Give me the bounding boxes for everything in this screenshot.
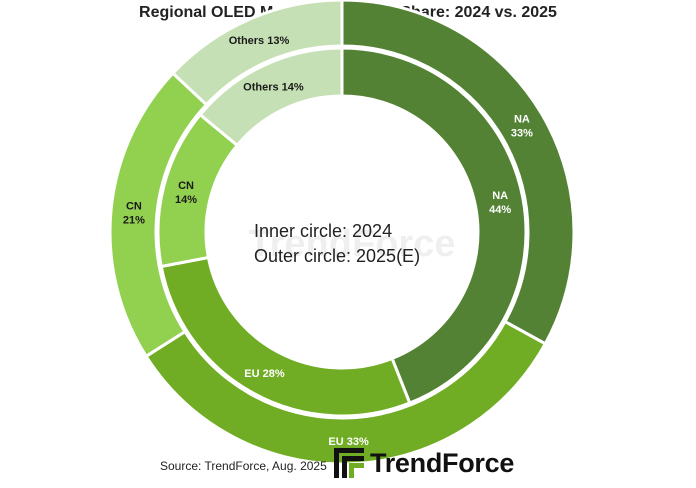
- center-label-outer: Outer circle: 2025(E): [254, 246, 420, 266]
- logo-text: TrendForce: [370, 447, 515, 478]
- inner-ring-label-others: Others 14%: [243, 81, 304, 93]
- inner-ring-slice-na: [340, 46, 528, 406]
- inner-ring-label-eu: EU 28%: [244, 368, 285, 380]
- outer-ring-label-others: Others 13%: [229, 35, 290, 47]
- inner-ring-label-na: NA 44%: [489, 190, 511, 216]
- watermark: TrendForce: [249, 223, 456, 265]
- inner-ring-slice-others: [198, 46, 344, 148]
- source-note: Source: TrendForce, Aug. 2025: [160, 459, 327, 473]
- center-label-inner: Inner circle: 2024: [254, 221, 392, 241]
- trendforce-logo-icon: [334, 448, 364, 478]
- outer-ring-label-eu: EU 33%: [328, 436, 369, 448]
- outer-ring-slice-others: [170, 0, 344, 107]
- trendforce-logo: TrendForce: [334, 446, 514, 480]
- inner-ring-label-cn: CN 14%: [175, 180, 197, 206]
- outer-ring-label-cn: CN 21%: [123, 200, 145, 226]
- outer-ring-label-na: NA 33%: [511, 114, 533, 140]
